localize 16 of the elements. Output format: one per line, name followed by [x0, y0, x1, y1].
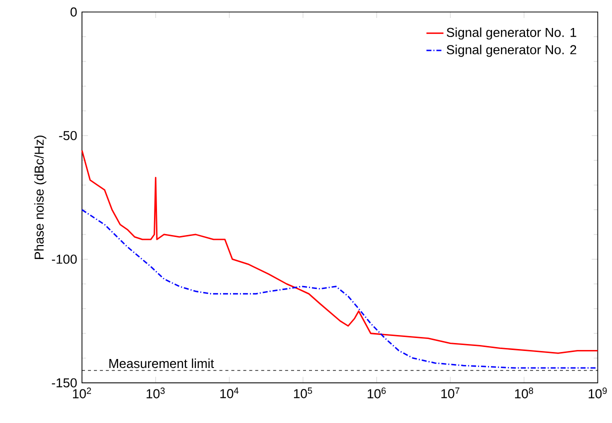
legend-label: Signal generator No. 2 [446, 44, 576, 57]
x-tick-label: 10$^{9}$ [588, 388, 607, 398]
x-tick-label: 10$^{4}$ [220, 388, 239, 398]
ref-line-label: Measurement limit [109, 358, 214, 368]
y-axis-title: Phase noise (dBc/Hz) [34, 136, 46, 260]
x-tick-label: 10$^{6}$ [368, 388, 386, 398]
x-tick-label: 10$^{2}$ [72, 388, 91, 398]
y-tick-label: -50 [59, 131, 77, 140]
x-tick-label: 10$^{8}$ [515, 388, 534, 398]
y-tick-label: -100 [52, 254, 77, 264]
legend-label: Signal generator No. 1 [446, 28, 576, 40]
y-tick-label: -150 [52, 378, 77, 388]
x-tick-label: 10$^{3}$ [146, 388, 165, 398]
y-tick-label: 0 [70, 7, 77, 17]
x-tick-label: 10$^{5}$ [294, 388, 312, 398]
x-tick-label: 10$^{7}$ [441, 388, 460, 398]
